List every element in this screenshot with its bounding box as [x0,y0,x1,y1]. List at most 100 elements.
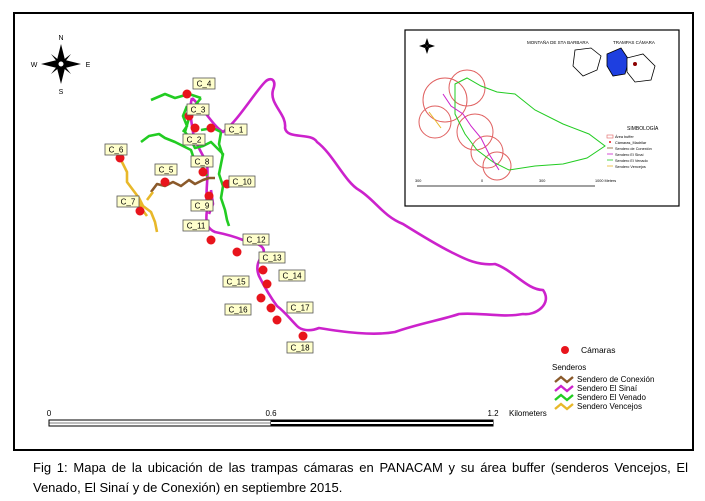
trail-sinai [189,77,548,335]
camera-label-text: C_2 [187,136,202,145]
inset-compass [419,38,435,54]
camera-label-text: C_1 [229,126,244,135]
camera-label-c6: C_6 [104,143,128,156]
legend-camera-symbol [561,346,569,354]
camera-label-c12: C_12 [242,233,270,246]
camera-label-text: C_16 [228,306,248,315]
scale-tick-0: 0 [47,409,52,418]
inset-symbology-item: Sendero Vencejos [615,165,646,169]
inset-scale-label: 300 [539,179,545,183]
camera-point[interactable] [256,293,266,303]
legend-item-conexion: Sendero de Conexión [577,375,654,384]
legend-item-vencejos: Sendero Vencejos [577,402,642,411]
camera-label-c18: C_18 [286,341,314,354]
inset-scale-label: 1000 Meters [595,179,616,183]
scale-tick-1: 0.6 [265,409,277,418]
trail-venado [140,92,231,227]
camera-label-text: C_10 [232,178,252,187]
camera-label-c2: C_2 [182,133,206,146]
camera-point[interactable] [135,206,145,216]
inset-symbology-item: Área buffer [615,135,634,139]
camera-label-c15: C_15 [222,275,250,288]
map-svg: N S E W C_4 C_3 C_2 C_1 C_6 [31,29,680,427]
camera-label-c3: C_3 [186,103,210,116]
camera-label-c16: C_16 [224,303,252,316]
camera-label-c7: C_7 [116,195,140,208]
inset-region-santa-barbara [572,47,602,77]
camera-label-c4: C_4 [192,77,216,90]
inset-panacam-marker [633,62,637,66]
camera-label-text: C_13 [262,254,282,263]
camera-labels: C_4 C_3 C_2 C_1 C_6 C_5 C_8 C_7 C_10 C_9… [104,77,314,354]
camera-point[interactable] [258,265,268,275]
inset-mountain-label: MONTAÑA DE STA BARBARA [527,39,589,45]
compass-east: E [86,62,91,69]
camera-point[interactable] [232,247,242,257]
inset-symbology-item: Sendero El Sinaí [615,153,644,157]
camera-point[interactable] [266,303,276,313]
camera-label-text: C_18 [290,344,310,353]
camera-label-c5: C_5 [154,163,178,176]
trail-vencejos [117,155,159,233]
camera-label-c17: C_17 [286,301,314,314]
camera-point[interactable] [204,191,214,201]
inset-scale-label: 300 [415,179,421,183]
compass-north: N [58,35,63,42]
camera-label-text: C_4 [197,80,212,89]
legend-trail-conexion-icon [554,375,574,384]
camera-point[interactable] [115,153,125,163]
camera-point[interactable] [198,167,208,177]
camera-points [115,89,308,341]
camera-label-text: C_7 [121,198,136,207]
legend-trail-vencejos-icon [554,402,574,411]
legend: Cámaras Senderos Sendero de Conexión Sen… [552,345,654,411]
camera-point[interactable] [190,123,200,133]
camera-label-c8: C_8 [190,155,214,168]
camera-label-text: C_15 [226,278,246,287]
camera-label-text: C_17 [290,304,310,313]
camera-point[interactable] [206,123,216,133]
camera-label-c13: C_13 [258,251,286,264]
camera-label-text: C_5 [159,166,174,175]
legend-item-venado: Sendero El Venado [577,393,646,402]
inset-trail-venado [454,77,606,171]
legend-trail-venado-icon [554,393,574,402]
inset-trail-sinai [442,93,500,171]
camera-label-c11: C_11 [182,219,210,232]
figure-caption: Fig 1: Mapa de la ubicación de las tramp… [33,460,688,495]
camera-label-c9: C_9 [190,199,214,212]
inset-symbology-item: Sendero de Conexión [615,147,652,151]
legend-item-sinai: Sendero El Sinaí [577,384,638,393]
camera-point[interactable] [182,89,192,99]
inset-symbology-item: Sendero El Venado [615,159,648,163]
camera-point[interactable] [298,331,308,341]
camera-point[interactable] [206,235,216,245]
compass-rose: N S E W [31,35,91,96]
camera-point[interactable] [262,279,272,289]
camera-label-text: C_14 [282,272,302,281]
camera-label-text: C_3 [191,106,206,115]
legend-trails-title: Senderos [552,363,586,372]
compass-west: W [31,62,38,69]
scale-unit: Kilometers [509,409,547,418]
inset-symbology-list: Área buffer Cámaras_Madrilar Sendero de … [606,134,652,169]
inset-region-panacam [606,47,630,77]
inset-map: MONTAÑA DE STA BARBARA TRAMPAS CÁMARA PA… [404,29,680,207]
camera-label-c14: C_14 [278,269,306,282]
camera-label-c10: C_10 [228,175,256,188]
camera-label-text: C_9 [195,202,210,211]
camera-label-text: C_6 [109,146,124,155]
legend-trail-sinai-icon [554,384,574,393]
inset-symbology-title: SIMBOLOGÍA [627,125,659,132]
scale-tick-2: 1.2 [487,409,499,418]
inset-region-outline [626,53,656,83]
inset-scale-label: 0 [481,179,483,183]
inset-traps-label: TRAMPAS CÁMARA [613,39,655,45]
camera-label-text: C_11 [187,222,206,231]
camera-point[interactable] [160,177,170,187]
camera-point[interactable] [272,315,282,325]
camera-label-c1: C_1 [224,123,248,136]
inset-trail-vencejos [428,111,442,129]
inset-buffer [418,69,512,181]
legend-camera-label: Cámaras [581,345,615,355]
